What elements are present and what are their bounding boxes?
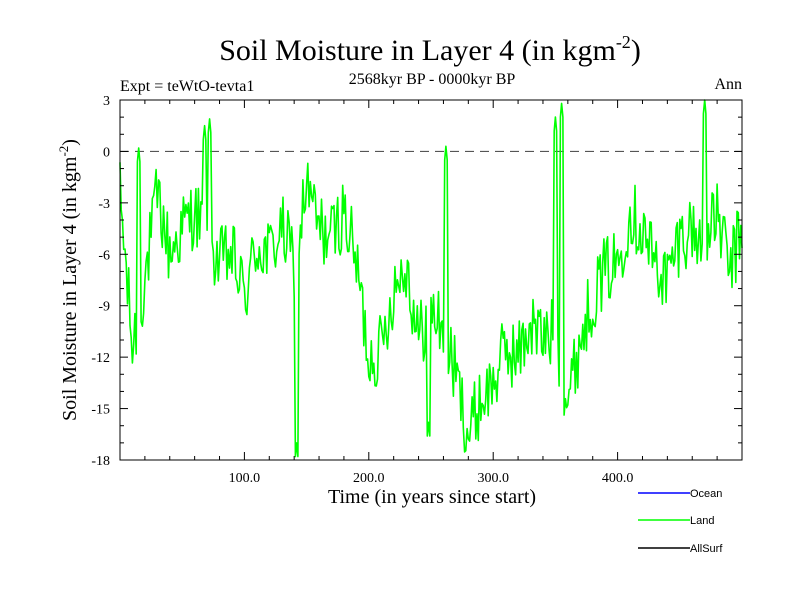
y-tick-label: -3 (98, 197, 110, 212)
y-tick-label: -9 (98, 300, 110, 315)
data-layer (119, 99, 743, 458)
x-axis-label: Time (in years since start) (328, 486, 536, 508)
y-tick-label: -18 (91, 454, 110, 469)
chart-title: Soil Moisture in Layer 4 (in kgm-2) (219, 32, 641, 67)
x-tick-label: 100.0 (229, 471, 261, 486)
y-tick-label: 0 (103, 145, 110, 160)
y-tick-label: -12 (91, 351, 110, 366)
x-tick-label: 300.0 (477, 471, 509, 486)
x-tick-label: 200.0 (353, 471, 385, 486)
legend-label-ocean: Ocean (690, 488, 722, 500)
chart-subtitle: 2568kyr BP - 0000kyr BP (349, 71, 516, 88)
legend-label-allsurf: AllSurf (690, 543, 723, 555)
land-series-line (119, 99, 743, 458)
experiment-label: Expt = teWtO-tevta1 (120, 78, 254, 95)
axis-layer: 3 0 -3 -6 -9 -12 -15 -18 100.0 200.0 300.0 400.0 (91, 94, 742, 486)
y-tick-label: 3 (103, 94, 110, 109)
y-axis-label: Soil Moisture in Layer 4 (in kgm-2) (56, 139, 81, 421)
y-tick-label: -6 (98, 248, 110, 263)
legend-label-land: Land (690, 515, 714, 527)
y-tick-label: -15 (91, 403, 110, 418)
season-label: Ann (714, 76, 742, 93)
legend: Ocean Land AllSurf (638, 488, 723, 555)
x-tick-label: 400.0 (602, 471, 634, 486)
plot-frame (119, 99, 743, 461)
